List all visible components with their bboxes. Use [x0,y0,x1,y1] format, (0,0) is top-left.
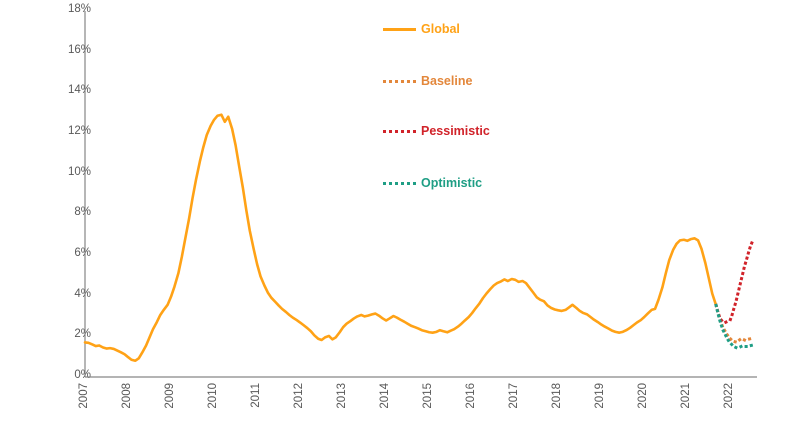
y-tick-0%: 0% [74,369,91,381]
series-line-pessimistic [714,240,754,325]
legend-swatch-optimistic-icon [383,181,416,185]
legend-label: Baseline [421,74,473,88]
legend-label: Pessimistic [421,124,490,138]
y-tick-2%: 2% [74,328,91,341]
y-tick-8%: 8% [74,206,91,219]
y-tick-6%: 6% [74,247,91,259]
legend-swatch-pessimistic-icon [383,129,416,133]
legend-item-pessimistic[interactable]: Pessimistic [383,124,490,138]
legend-label: Global [421,22,460,36]
series-line-global [83,113,718,363]
legend-swatch-baseline-icon [383,79,416,83]
legend-swatch-global-icon [383,27,416,31]
legend-label: Optimistic [421,176,483,190]
legend-item-global[interactable]: Global [383,22,460,36]
series-line-optimistic [714,303,754,350]
legend-item-baseline[interactable]: Baseline [383,74,472,88]
legend-item-optimistic[interactable]: Optimistic [383,176,482,190]
y-tick-4%: 4% [74,287,91,300]
